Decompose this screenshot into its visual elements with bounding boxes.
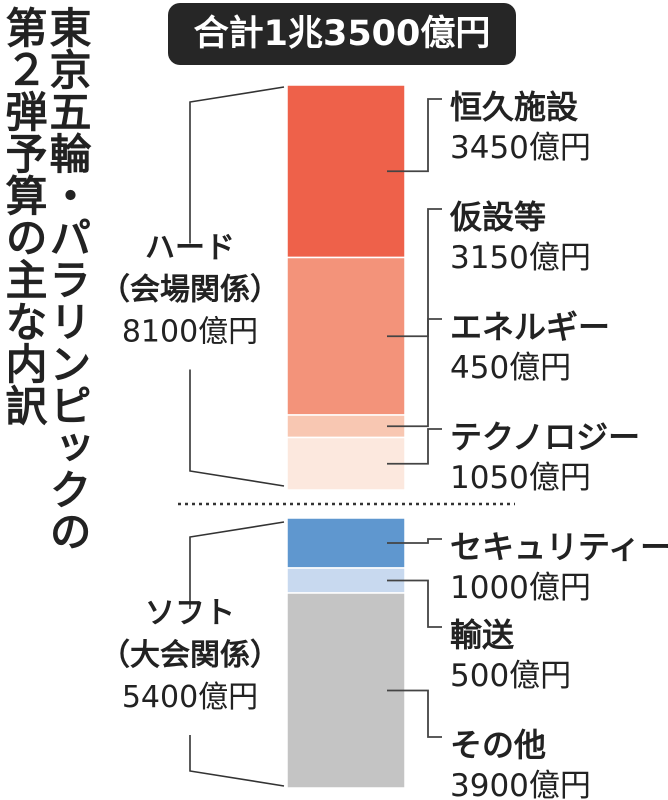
category-label-3: エネルギー — [450, 308, 610, 346]
hard-bracket — [189, 86, 285, 487]
bar-segment-1 — [286, 84, 406, 259]
soft-group-sub: （大会関係） — [100, 638, 280, 673]
bar-segment-7 — [286, 592, 406, 789]
leader-line-1 — [387, 98, 442, 173]
chart-title-line1: 東京五輪・パラリンピックの — [43, 6, 92, 552]
category-label-2: 仮設等 — [449, 198, 546, 236]
value-label-2: 3150億円 — [450, 240, 591, 276]
category-label-4: テクノロジー — [450, 418, 640, 456]
soft-bracket — [189, 521, 285, 787]
leader-line-5 — [387, 538, 442, 544]
total-label: 合計1兆3500億円 — [168, 3, 516, 65]
value-label-1: 3450億円 — [450, 130, 591, 166]
value-label-5: 1000億円 — [450, 570, 591, 606]
chart-title-line2: 第２弾予算の主な内訳 — [0, 6, 48, 426]
soft-group-name: ソフト — [145, 596, 235, 631]
value-label-3: 450億円 — [450, 350, 571, 386]
value-label-6: 500億円 — [450, 658, 571, 694]
leader-line-4 — [387, 428, 442, 465]
value-label-4: 1050億円 — [450, 460, 591, 496]
hard-group-sub: （会場関係） — [100, 273, 280, 308]
bar-segment-2 — [286, 256, 406, 416]
hard-group-name: ハード — [145, 231, 235, 266]
leader-line-2 — [387, 208, 442, 338]
bar-segment-4 — [286, 436, 406, 491]
soft-group-amount: 5400億円 — [122, 680, 258, 715]
category-label-6: 輸送 — [450, 616, 514, 654]
bar-segment-5 — [286, 517, 406, 569]
category-label-1: 恒久施設 — [450, 88, 578, 126]
category-label-7: その他 — [450, 726, 546, 764]
category-label-5: セキュリティー — [450, 528, 668, 566]
leader-line-3 — [387, 318, 442, 428]
leader-line-6 — [387, 579, 442, 628]
value-label-7: 3900億円 — [450, 768, 591, 800]
hard-group-amount: 8100億円 — [122, 315, 258, 350]
leader-line-7 — [387, 689, 442, 738]
